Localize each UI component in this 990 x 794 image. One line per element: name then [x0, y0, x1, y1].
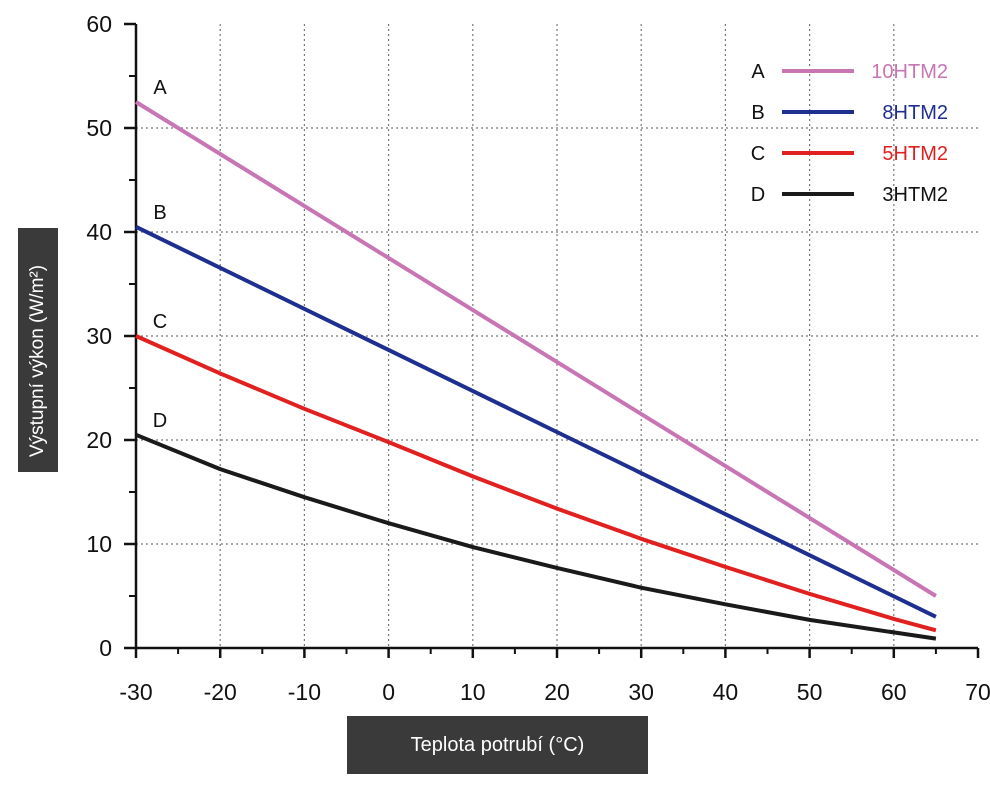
- legend-entry-label: 5HTM2: [882, 143, 948, 165]
- legend-letter: B: [751, 102, 764, 124]
- legend-letter: D: [751, 184, 765, 206]
- series-letter-label: D: [153, 410, 167, 432]
- y-axis-label-box: [18, 228, 58, 472]
- series-letter-label: A: [153, 77, 167, 99]
- series-letter-label: C: [153, 311, 167, 333]
- x-tick-label: 20: [544, 679, 570, 705]
- legend-entry-label: 8HTM2: [882, 102, 948, 124]
- x-tick-label: -30: [119, 679, 152, 705]
- y-tick-label: 40: [86, 219, 112, 245]
- grid-lines: [136, 24, 978, 648]
- legend: A 10HTM2 B 8HTM2 C 5HTM2 D 3HTM2: [751, 61, 948, 206]
- x-tick-label: 70: [965, 679, 990, 705]
- y-axis-label: Výstupní výkon (W/m²): [27, 264, 48, 458]
- series-line-a: [134, 100, 937, 598]
- series-line-b: [135, 225, 937, 619]
- y-tick-label: 60: [86, 11, 112, 37]
- legend-entry-label: 10HTM2: [871, 61, 948, 83]
- x-tick-label: 0: [382, 679, 395, 705]
- legend-entry-label: 3HTM2: [882, 184, 948, 206]
- x-tick-label: 50: [797, 679, 823, 705]
- legend-letter: C: [751, 143, 765, 165]
- x-axis-label: Teplota potrubí (°C): [347, 716, 648, 774]
- y-axis-ticks: 0 10 20 30 40 50 60: [86, 11, 136, 661]
- y-tick-label: 10: [86, 531, 112, 557]
- legend-letter: A: [751, 61, 765, 83]
- series-line-d: [135, 432, 937, 641]
- series-letter-label: B: [153, 202, 166, 224]
- x-tick-label: -20: [204, 679, 237, 705]
- x-tick-label: 60: [881, 679, 907, 705]
- series-line-c: [135, 334, 937, 633]
- x-tick-label: 10: [460, 679, 486, 705]
- y-tick-label: 30: [86, 323, 112, 349]
- x-axis-ticks: -30 -20 -10 0 10 20 30 40 50 60 70: [119, 648, 990, 705]
- y-tick-label: 50: [86, 115, 112, 141]
- y-tick-label: 0: [99, 635, 112, 661]
- x-tick-label: -10: [288, 679, 321, 705]
- x-tick-label: 30: [628, 679, 654, 705]
- x-tick-label: 40: [713, 679, 739, 705]
- y-tick-label: 20: [86, 427, 112, 453]
